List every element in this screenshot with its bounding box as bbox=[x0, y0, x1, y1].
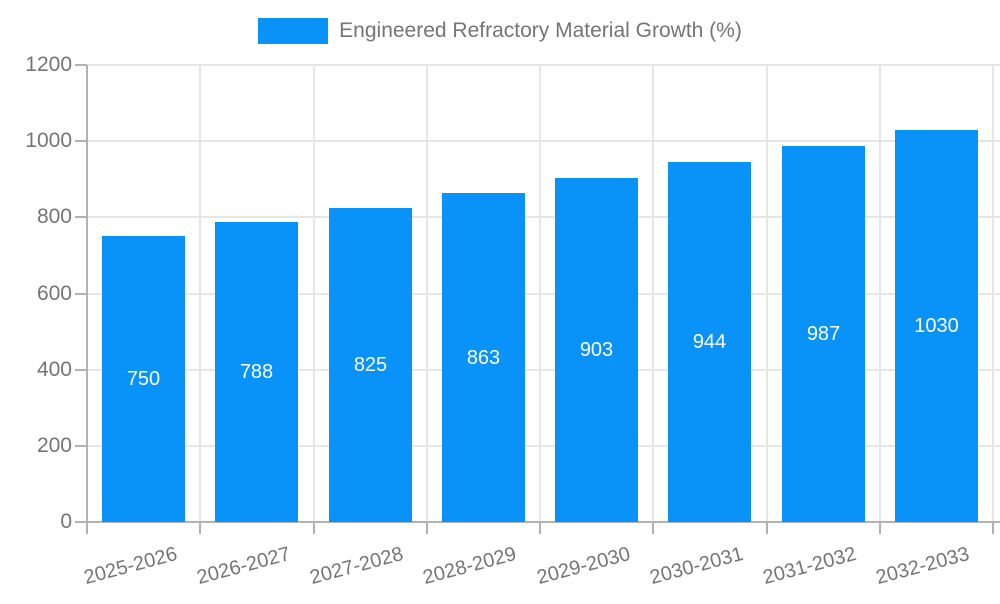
h-gridline bbox=[87, 369, 1000, 371]
y-tick-label: 400 bbox=[36, 358, 72, 381]
h-gridline bbox=[87, 216, 1000, 218]
y-tick-label: 600 bbox=[36, 282, 72, 305]
y-tick-label: 1000 bbox=[25, 129, 72, 152]
y-axis-line bbox=[86, 65, 88, 522]
y-tick-mark bbox=[75, 216, 87, 218]
chart-legend: Engineered Refractory Material Growth (%… bbox=[0, 15, 1000, 47]
legend-label: Engineered Refractory Material Growth (%… bbox=[339, 19, 742, 42]
bar-value-label: 987 bbox=[806, 323, 841, 345]
bar bbox=[782, 146, 865, 522]
bar-value-label: 863 bbox=[466, 347, 501, 369]
v-gridline bbox=[879, 65, 881, 522]
bar-value-label: 1030 bbox=[914, 315, 959, 337]
v-gridline bbox=[313, 65, 315, 522]
y-tick-label: 800 bbox=[36, 205, 72, 228]
h-gridline bbox=[87, 64, 1000, 66]
x-tick-mark bbox=[426, 522, 428, 534]
x-tick-mark bbox=[199, 522, 201, 534]
bar bbox=[555, 178, 638, 522]
bar-value-label: 944 bbox=[692, 331, 727, 353]
y-tick-label: 1200 bbox=[25, 53, 72, 76]
y-tick-mark bbox=[75, 293, 87, 295]
bar bbox=[102, 236, 185, 522]
x-tick-mark bbox=[86, 522, 88, 534]
bar-value-label: 825 bbox=[353, 354, 388, 376]
y-tick-mark bbox=[75, 445, 87, 447]
bar bbox=[329, 208, 412, 522]
v-gridline bbox=[652, 65, 654, 522]
y-tick-mark bbox=[75, 140, 87, 142]
h-gridline bbox=[87, 445, 1000, 447]
h-gridline bbox=[87, 293, 1000, 295]
v-gridline bbox=[539, 65, 541, 522]
bar bbox=[442, 193, 525, 522]
x-tick-mark bbox=[766, 522, 768, 534]
h-gridline bbox=[87, 140, 1000, 142]
v-gridline bbox=[199, 65, 201, 522]
v-gridline bbox=[426, 65, 428, 522]
y-tick-label: 200 bbox=[36, 434, 72, 457]
y-tick-label: 0 bbox=[60, 510, 72, 533]
bar bbox=[668, 162, 751, 522]
x-tick-mark bbox=[879, 522, 881, 534]
bar-value-label: 788 bbox=[239, 361, 274, 383]
y-tick-mark bbox=[75, 369, 87, 371]
x-tick-mark bbox=[652, 522, 654, 534]
y-tick-mark bbox=[75, 64, 87, 66]
v-gridline bbox=[766, 65, 768, 522]
bar bbox=[215, 222, 298, 522]
bar-value-label: 750 bbox=[126, 368, 161, 390]
x-axis-line bbox=[75, 521, 1000, 523]
bar bbox=[895, 130, 978, 522]
bar-value-label: 903 bbox=[579, 339, 614, 361]
x-tick-mark bbox=[992, 522, 994, 534]
v-gridline bbox=[992, 65, 994, 522]
x-tick-mark bbox=[313, 522, 315, 534]
x-tick-mark bbox=[539, 522, 541, 534]
legend-swatch-icon bbox=[258, 18, 329, 44]
